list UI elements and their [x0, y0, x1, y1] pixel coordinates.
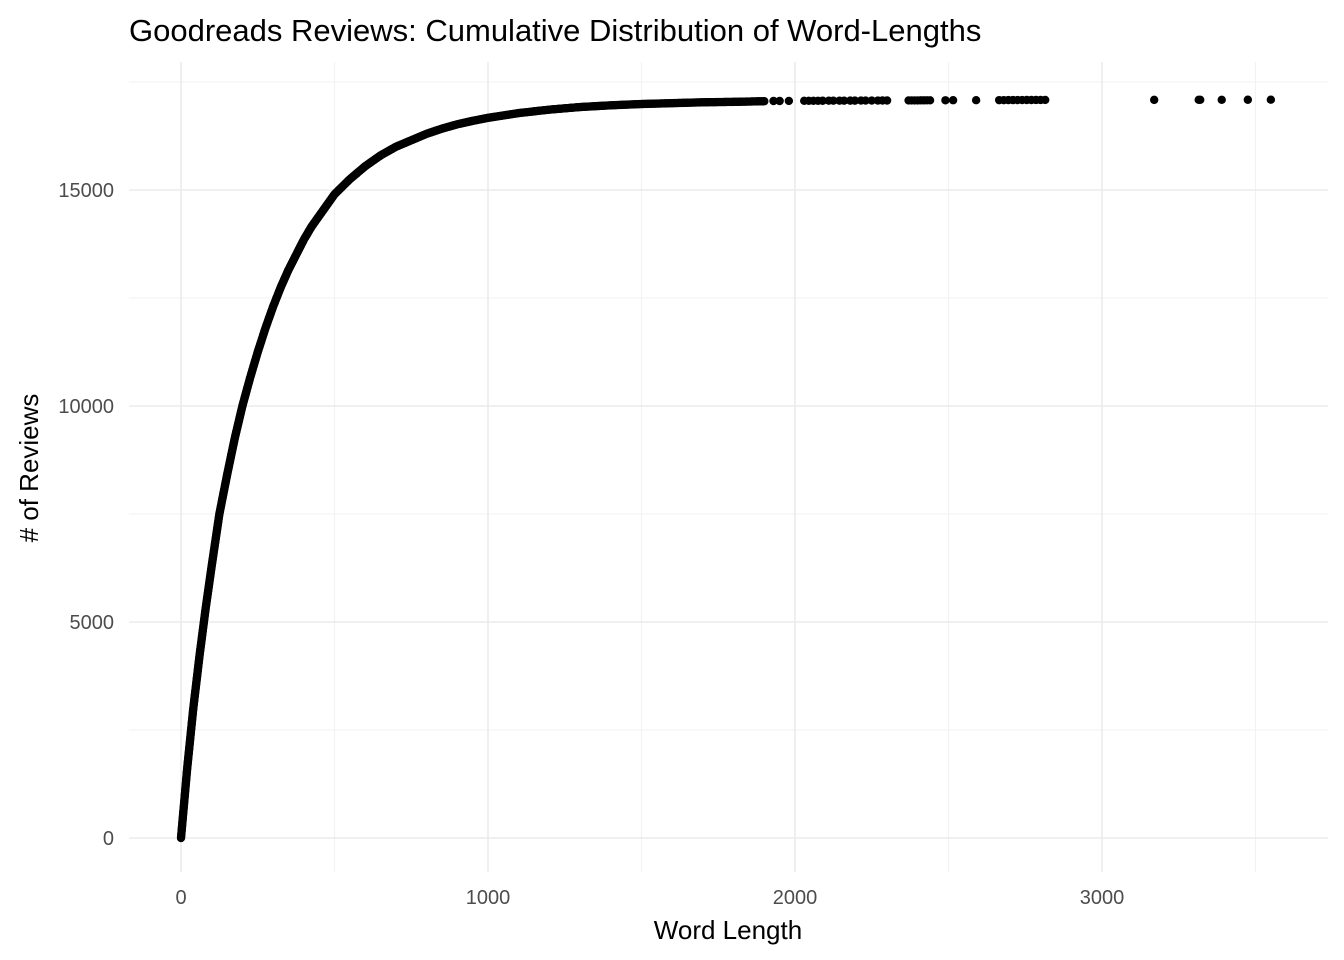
data-point [1217, 95, 1226, 105]
data-point [1266, 95, 1276, 104]
data-point [1196, 95, 1205, 105]
data-point [1041, 95, 1050, 105]
data-point [775, 96, 784, 106]
tick-labels: 0 1000 2000 3000 0 5000 10000 15000 [58, 180, 1124, 909]
data-point [867, 96, 876, 105]
data-point [882, 96, 892, 105]
x-tick-label: 1000 [466, 887, 511, 909]
data-point [1243, 95, 1253, 104]
chart-title: Goodreads Reviews: Cumulative Distributi… [129, 13, 981, 48]
data-point [861, 96, 870, 105]
data-point [941, 96, 950, 105]
data-point [829, 96, 838, 105]
y-tick-label: 5000 [70, 612, 115, 634]
y-tick-label: 15000 [58, 180, 114, 202]
y-tick-label: 0 [103, 828, 114, 850]
x-tick-label: 0 [175, 887, 186, 909]
data-point [850, 96, 860, 105]
data-point [971, 95, 981, 105]
data-point [818, 96, 827, 105]
x-tick-label: 3000 [1080, 887, 1125, 909]
x-tick-label: 2000 [773, 887, 818, 909]
grid [129, 62, 1328, 872]
data-point [839, 96, 849, 105]
data-point [760, 97, 769, 106]
data-points [176, 95, 1276, 843]
x-axis-title: Word Length [654, 915, 802, 945]
data-point [769, 96, 778, 106]
data-point [784, 96, 794, 106]
y-axis-title: # of Reviews [14, 394, 44, 543]
data-point [948, 96, 958, 105]
y-tick-label: 10000 [58, 396, 114, 418]
data-point [1149, 95, 1159, 105]
data-point [925, 96, 935, 105]
